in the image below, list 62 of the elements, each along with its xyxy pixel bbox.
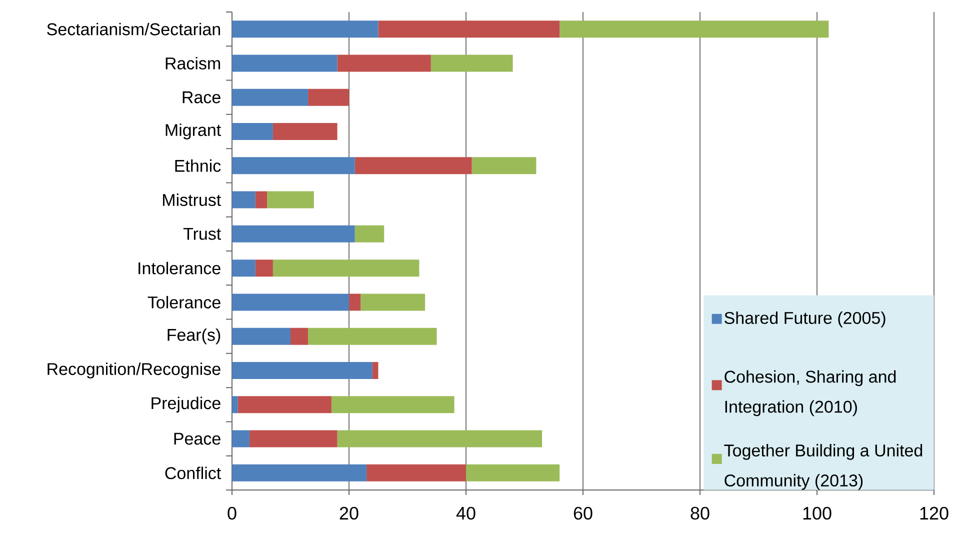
bar bbox=[290, 328, 308, 345]
bar bbox=[232, 362, 372, 380]
bar bbox=[466, 464, 560, 482]
bar bbox=[267, 191, 314, 208]
bar bbox=[232, 20, 378, 38]
legend-label: Shared Future (2005) bbox=[724, 312, 886, 328]
bar bbox=[308, 88, 349, 106]
bar bbox=[232, 328, 290, 345]
y-tick-label: Tolerance bbox=[148, 296, 220, 308]
bar bbox=[366, 464, 466, 482]
legend-label: Together Building a United Community (2013) bbox=[724, 444, 922, 490]
y-tick-label: Trust bbox=[183, 228, 222, 240]
x-tick-label: 120 bbox=[920, 506, 948, 520]
bar bbox=[232, 88, 308, 106]
x-tick-label: 60 bbox=[574, 506, 592, 520]
y-tick-label: Prejudice bbox=[152, 396, 220, 413]
bar bbox=[378, 20, 560, 38]
y-tick-label: Migrant bbox=[166, 124, 221, 140]
bar bbox=[308, 328, 437, 345]
bar bbox=[272, 260, 420, 277]
x-tick-label: 40 bbox=[456, 506, 476, 520]
bar bbox=[255, 260, 273, 277]
y-tick-label: Race bbox=[182, 91, 220, 104]
bar bbox=[232, 191, 256, 208]
bar bbox=[250, 430, 338, 448]
bar bbox=[560, 20, 829, 38]
bar bbox=[238, 396, 332, 414]
bar bbox=[372, 362, 378, 380]
legend-label: Cohesion, Sharing and Integration (2010) bbox=[724, 370, 896, 416]
y-tick-label: Intolerance bbox=[138, 262, 220, 274]
bar bbox=[232, 260, 256, 277]
bar bbox=[232, 294, 349, 311]
bar bbox=[354, 157, 472, 174]
y-tick-label: Recognition/Recognise bbox=[48, 362, 220, 378]
bar bbox=[354, 225, 384, 242]
bar bbox=[232, 430, 250, 448]
bar bbox=[472, 157, 536, 174]
x-tick-label: 20 bbox=[340, 506, 358, 520]
y-tick-label: Racism bbox=[166, 56, 220, 70]
bar bbox=[272, 123, 338, 140]
bar bbox=[255, 191, 268, 208]
y-tick-label: Sectarianism/Sectarian bbox=[47, 22, 220, 36]
bar bbox=[232, 157, 355, 174]
bar bbox=[232, 396, 238, 414]
bar bbox=[430, 54, 513, 72]
bar bbox=[360, 294, 426, 311]
x-tick-label: 0 bbox=[228, 506, 236, 520]
bar bbox=[349, 294, 361, 311]
bar bbox=[337, 430, 542, 448]
bar bbox=[232, 54, 338, 72]
bar bbox=[232, 123, 273, 140]
bar bbox=[232, 225, 355, 242]
x-tick-label: 100 bbox=[803, 506, 832, 520]
y-tick-label: Conflict bbox=[165, 466, 221, 480]
bar bbox=[232, 464, 367, 482]
x-tick-label: 80 bbox=[690, 506, 710, 520]
bar bbox=[337, 54, 431, 72]
y-tick-label: Fear(s) bbox=[168, 328, 220, 344]
y-tick-label: Mistrust bbox=[163, 194, 221, 206]
y-tick-label: Peace bbox=[174, 432, 220, 445]
bar bbox=[331, 396, 454, 414]
y-tick-label: Ethnic bbox=[175, 159, 221, 172]
